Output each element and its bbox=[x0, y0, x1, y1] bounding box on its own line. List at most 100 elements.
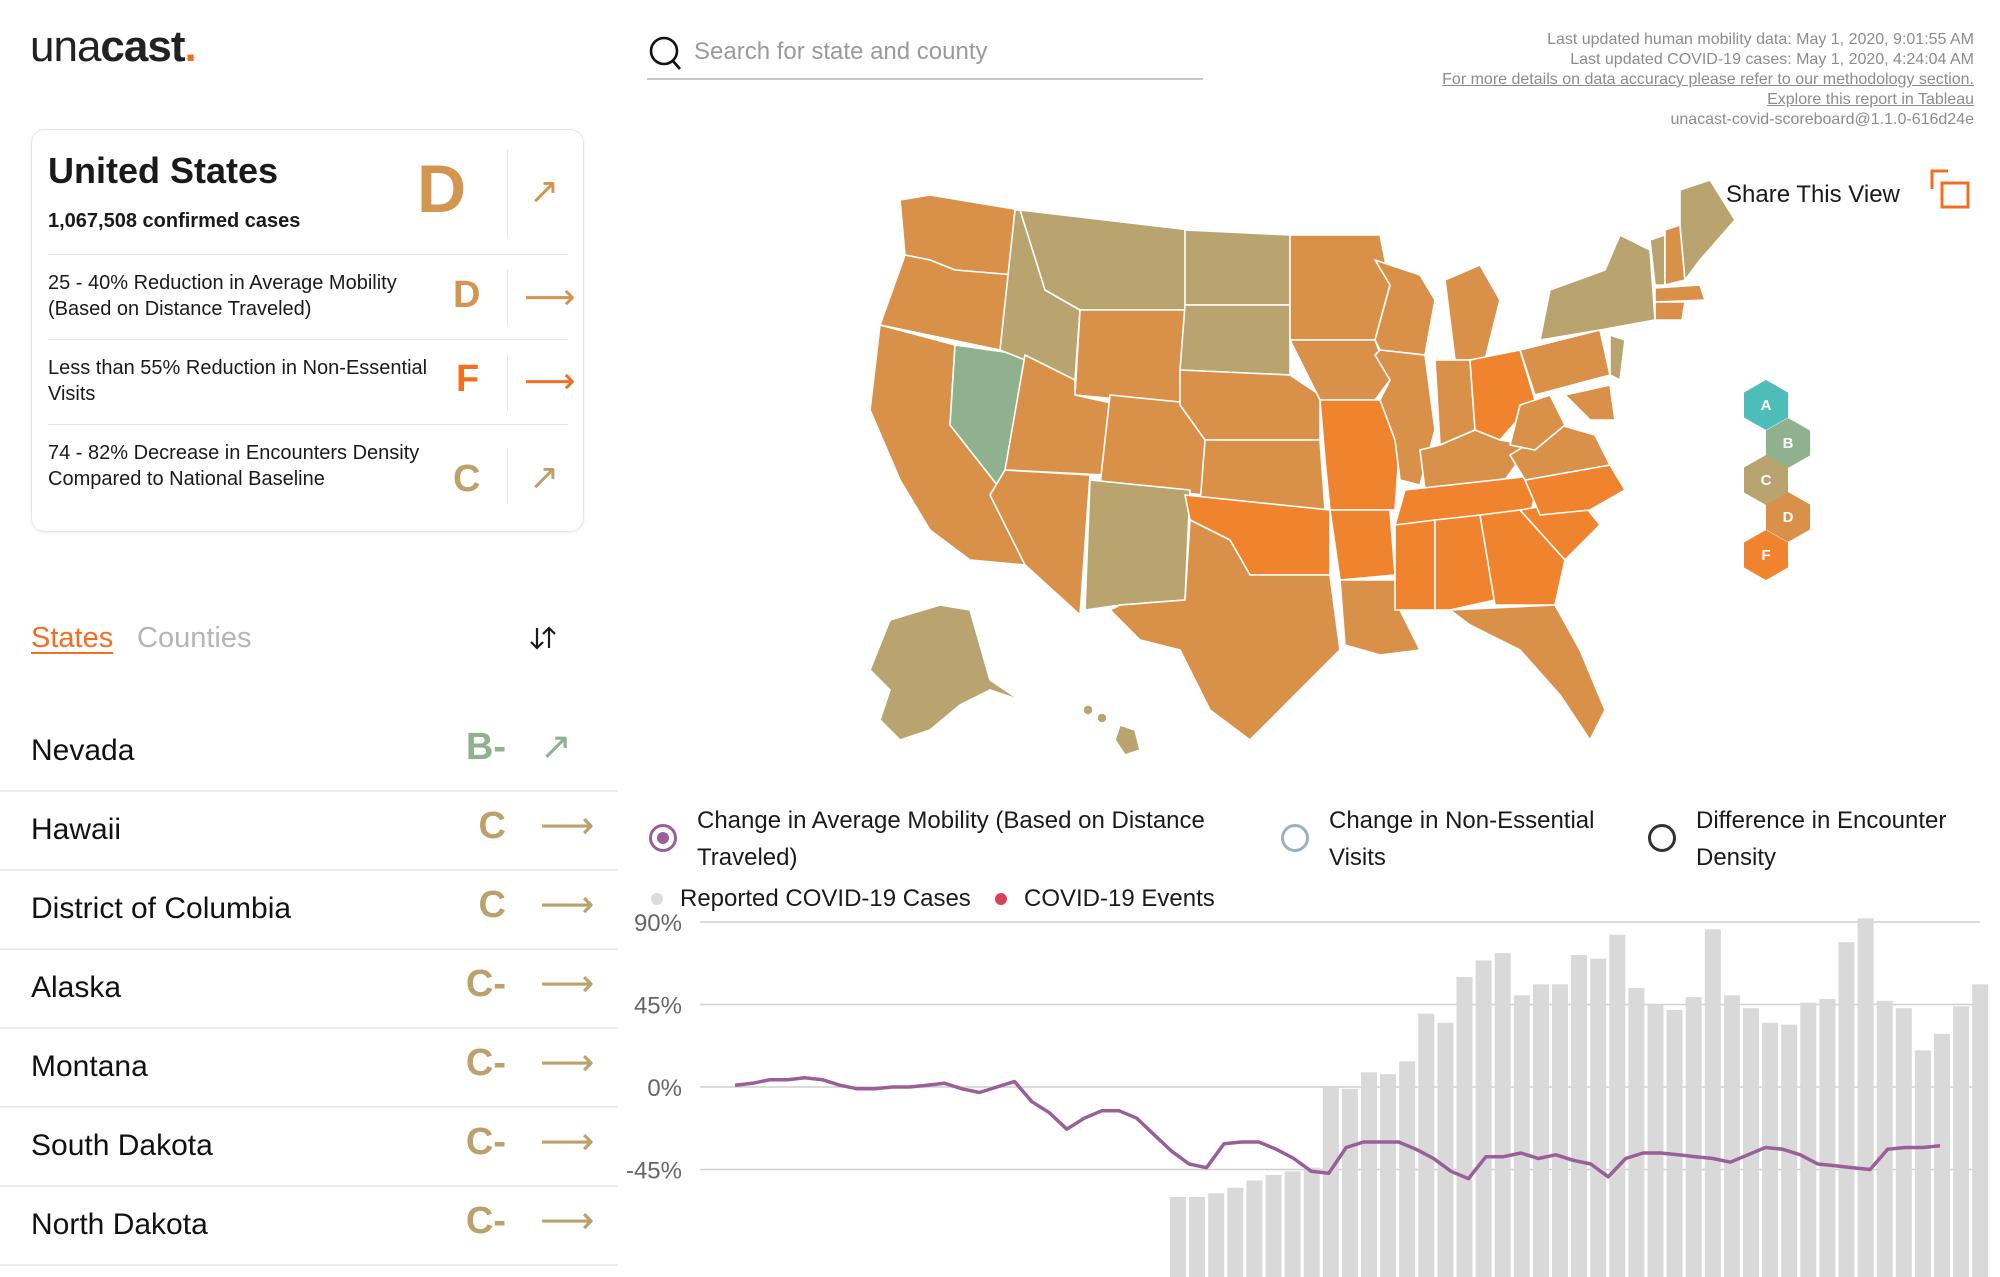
state-row[interactable]: Hawaii C ⟶ bbox=[0, 791, 618, 871]
sort-icon[interactable] bbox=[525, 620, 561, 661]
cases-bar[interactable] bbox=[1361, 1072, 1377, 1277]
state-texas[interactable] bbox=[1109, 519, 1341, 741]
state-minnesota[interactable] bbox=[1289, 234, 1391, 341]
legend-events-label[interactable]: COVID-19 Events bbox=[1024, 885, 1215, 912]
state-connecticut[interactable] bbox=[1654, 301, 1686, 321]
state-north-dakota[interactable] bbox=[1184, 229, 1291, 306]
cases-bar[interactable] bbox=[1647, 1004, 1664, 1277]
cases-bar[interactable] bbox=[1819, 999, 1836, 1277]
cases-bar[interactable] bbox=[1208, 1193, 1225, 1277]
cases-bar[interactable] bbox=[1532, 984, 1549, 1277]
share-view-label[interactable]: Share This View bbox=[1726, 181, 1900, 208]
cases-bar[interactable] bbox=[1341, 1088, 1358, 1277]
cases-bar[interactable] bbox=[1934, 1033, 1950, 1277]
state-new-york[interactable] bbox=[1539, 234, 1656, 341]
state-new-jersey[interactable] bbox=[1609, 334, 1626, 381]
legend-cases-label[interactable]: Reported COVID-19 Cases bbox=[680, 885, 971, 912]
state-massachusetts[interactable] bbox=[1654, 284, 1706, 303]
cases-bar[interactable] bbox=[1552, 984, 1568, 1277]
cases-bar[interactable] bbox=[1628, 988, 1645, 1277]
cases-bar[interactable] bbox=[1246, 1180, 1263, 1277]
cases-bar[interactable] bbox=[1303, 1167, 1320, 1277]
state-alaska[interactable] bbox=[869, 604, 1021, 741]
unacast-logo[interactable]: unacast. bbox=[30, 22, 197, 72]
cases-bar[interactable] bbox=[1322, 1087, 1339, 1277]
state-arizona[interactable] bbox=[989, 469, 1091, 616]
cases-bar[interactable] bbox=[1800, 1002, 1817, 1277]
state-hawaii-island[interactable] bbox=[1082, 704, 1094, 716]
legend-non-essential-label[interactable]: Change in Non-Essential Visits bbox=[1329, 807, 1595, 871]
state-hawaii[interactable] bbox=[1114, 724, 1141, 756]
tab-states[interactable]: States bbox=[31, 622, 114, 654]
cases-bar[interactable] bbox=[1475, 960, 1492, 1277]
cases-bar[interactable] bbox=[1704, 929, 1721, 1277]
cases-bar[interactable] bbox=[1571, 955, 1588, 1277]
state-georgia[interactable] bbox=[1479, 509, 1566, 606]
state-alabama[interactable] bbox=[1434, 514, 1496, 611]
tab-counties[interactable]: Counties bbox=[137, 622, 252, 654]
state-row[interactable]: District of Columbia C ⟶ bbox=[0, 870, 618, 950]
mobility-radio[interactable] bbox=[649, 824, 677, 852]
state-wyoming[interactable] bbox=[1074, 309, 1186, 406]
cases-bar[interactable] bbox=[1609, 934, 1626, 1277]
copy-icon[interactable] bbox=[1928, 167, 1972, 211]
state-maine[interactable] bbox=[1679, 180, 1736, 281]
state-south-dakota[interactable] bbox=[1179, 304, 1291, 376]
cases-bar[interactable] bbox=[1399, 1061, 1416, 1277]
legend-encounter-label[interactable]: Difference in Encounter Density bbox=[1696, 807, 1947, 871]
state-row[interactable]: Montana C- ⟶ bbox=[0, 1028, 618, 1108]
cases-bar[interactable] bbox=[1972, 984, 1989, 1277]
state-grade: C- bbox=[465, 963, 506, 1005]
tableau-link[interactable]: Explore this report in Tableau bbox=[1767, 91, 1974, 108]
cases-bar[interactable] bbox=[1666, 1010, 1683, 1277]
state-hawaii-island[interactable] bbox=[1096, 712, 1108, 724]
cases-bar[interactable] bbox=[1170, 1197, 1186, 1277]
state-row[interactable]: Nevada B- ↗ bbox=[0, 712, 618, 792]
search-box[interactable] bbox=[647, 30, 1203, 80]
cases-bar[interactable] bbox=[1284, 1171, 1301, 1277]
methodology-link[interactable]: For more details on data accuracy please… bbox=[1442, 71, 1974, 88]
legend-mobility-label[interactable]: Change in Average Mobility (Based on Dis… bbox=[697, 807, 1205, 871]
mobility-line[interactable] bbox=[734, 1076, 1941, 1181]
us-map[interactable] bbox=[820, 180, 1740, 770]
cases-bar[interactable] bbox=[1380, 1074, 1397, 1277]
cases-bar[interactable] bbox=[1418, 1013, 1435, 1277]
state-wisconsin[interactable] bbox=[1374, 259, 1436, 356]
cases-bar[interactable] bbox=[1265, 1175, 1282, 1277]
state-new-mexico[interactable] bbox=[1084, 479, 1191, 611]
cases-bar[interactable] bbox=[1953, 1006, 1970, 1277]
state-west-virginia[interactable] bbox=[1509, 394, 1566, 451]
mobility-chart[interactable]: 90% 45% 0% -45% bbox=[620, 900, 2000, 1277]
encounter-radio[interactable] bbox=[1648, 824, 1676, 852]
state-nebraska[interactable] bbox=[1179, 369, 1321, 441]
state-maryland[interactable] bbox=[1564, 384, 1616, 421]
state-iowa[interactable] bbox=[1289, 339, 1391, 401]
state-row[interactable]: Alaska C- ⟶ bbox=[0, 949, 618, 1029]
country-summary-card[interactable]: United States 1,067,508 confirmed cases … bbox=[31, 129, 584, 532]
cases-bar[interactable] bbox=[1189, 1197, 1206, 1277]
cases-bar[interactable] bbox=[1685, 997, 1702, 1277]
cases-bar[interactable] bbox=[1895, 1008, 1912, 1277]
cases-bar[interactable] bbox=[1762, 1022, 1779, 1277]
cases-bar[interactable] bbox=[1437, 1022, 1454, 1277]
cases-bar[interactable] bbox=[1743, 1008, 1759, 1277]
state-michigan[interactable] bbox=[1444, 264, 1501, 361]
state-row[interactable]: North Dakota C- ⟶ bbox=[0, 1186, 618, 1266]
cases-bar[interactable] bbox=[1723, 995, 1740, 1277]
cases-bar[interactable] bbox=[1876, 1000, 1893, 1277]
state-arkansas[interactable] bbox=[1329, 509, 1396, 581]
non-essential-radio[interactable] bbox=[1281, 824, 1309, 852]
state-mississippi[interactable] bbox=[1394, 519, 1436, 611]
state-pennsylvania[interactable] bbox=[1519, 329, 1611, 396]
cases-bar[interactable] bbox=[1227, 1187, 1244, 1277]
state-row[interactable]: South Dakota C- ⟶ bbox=[0, 1107, 618, 1187]
search-input[interactable] bbox=[692, 34, 1176, 70]
cases-bar[interactable] bbox=[1914, 1050, 1931, 1277]
cases-bar[interactable] bbox=[1590, 958, 1607, 1277]
cases-bar[interactable] bbox=[1456, 977, 1473, 1277]
cases-bar[interactable] bbox=[1857, 918, 1874, 1277]
cases-bar[interactable] bbox=[1494, 953, 1511, 1277]
cases-bar[interactable] bbox=[1513, 995, 1530, 1277]
state-florida[interactable] bbox=[1449, 604, 1606, 741]
cases-bar[interactable] bbox=[1838, 942, 1855, 1277]
